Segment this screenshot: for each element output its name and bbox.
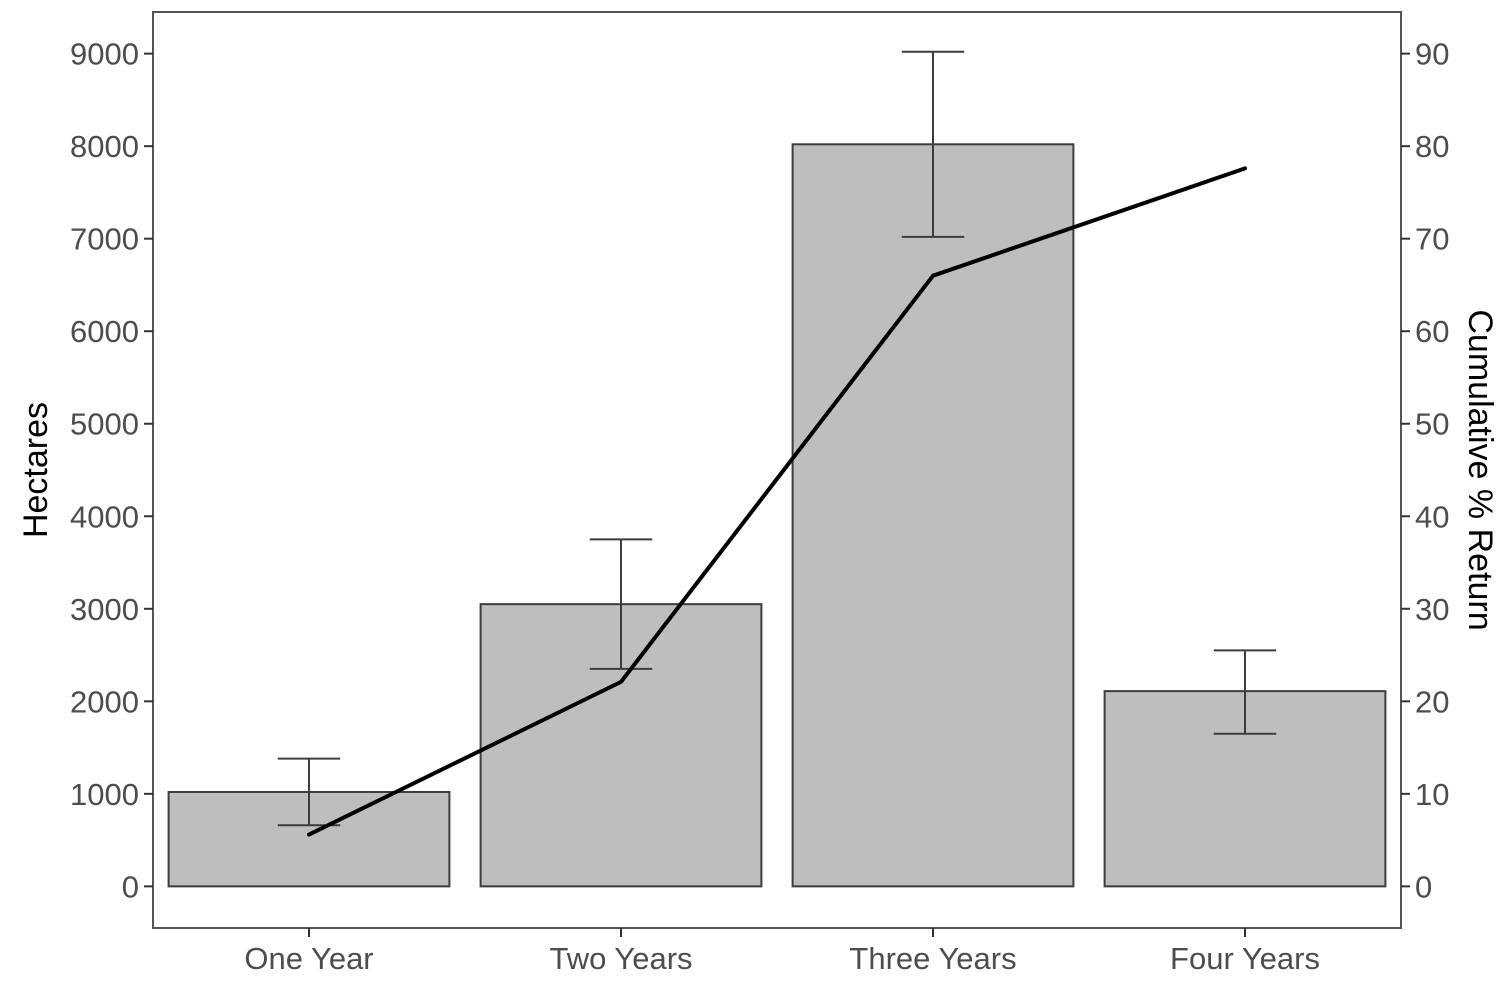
left-tick-label: 4000 [70,499,139,534]
right-tick-label: 80 [1415,129,1449,164]
y-axis-title-left: Hectares [17,402,55,538]
right-tick-label: 0 [1415,869,1432,904]
left-tick-label: 1000 [70,777,139,812]
cumulative-return-line [307,166,1247,837]
x-tick-label: Two Years [549,941,692,976]
left-tick-label: 8000 [70,129,139,164]
left-tick-label: 2000 [70,684,139,719]
x-tick-label: One Year [244,941,373,976]
right-tick-label: 60 [1415,314,1449,349]
right-tick-label: 50 [1415,407,1449,442]
right-tick-label: 30 [1415,592,1449,627]
line-group [307,166,1247,837]
right-axis: 0 10 20 30 40 50 60 70 80 90 [1401,37,1449,904]
left-tick-label: 3000 [70,592,139,627]
left-axis: 0 1000 2000 3000 4000 5000 6000 7000 8000 9000 [70,37,153,904]
x-tick-label: Three Years [849,941,1016,976]
right-tick-label: 10 [1415,777,1449,812]
left-tick-label: 7000 [70,222,139,257]
bar-3 [791,143,1075,888]
right-tick-label: 70 [1415,222,1449,257]
x-axis: One Year Two Years Three Years Four Years [244,928,1320,976]
left-tick-label: 9000 [70,37,139,72]
x-tick-label: Four Years [1170,941,1320,976]
left-tick-label: 5000 [70,407,139,442]
right-tick-label: 40 [1415,499,1449,534]
left-tick-label: 0 [122,869,139,904]
left-tick-label: 6000 [70,314,139,349]
y-axis-title-right: Cumulative % Return [1461,309,1499,630]
right-tick-label: 90 [1415,37,1449,72]
right-tick-label: 20 [1415,684,1449,719]
